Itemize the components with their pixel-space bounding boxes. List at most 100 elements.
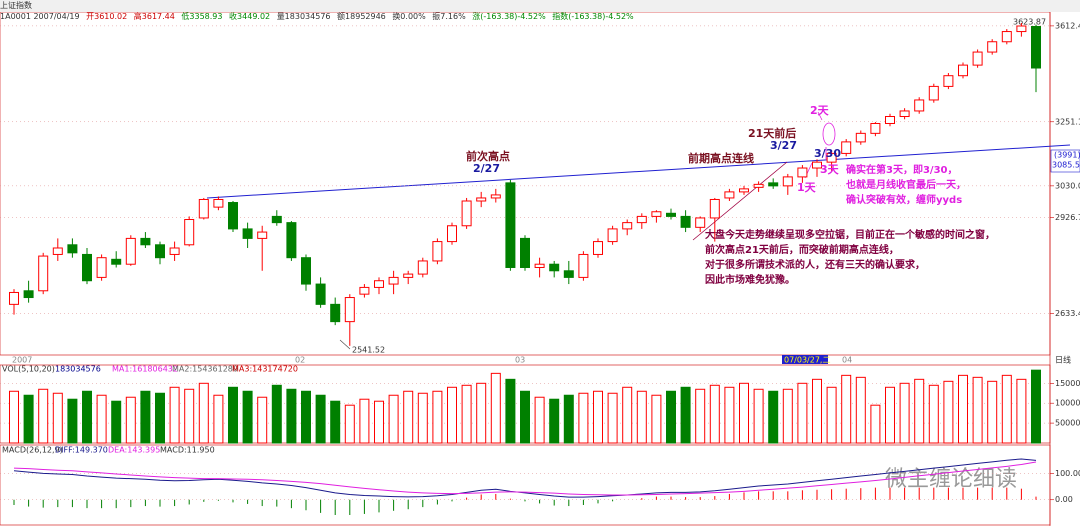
volume-bar — [38, 388, 49, 444]
candle-body — [768, 182, 779, 187]
volume-bar — [198, 382, 209, 444]
volume-bar — [67, 398, 78, 444]
volume-bar — [505, 378, 516, 444]
candle-body — [213, 198, 224, 208]
annotation: 3/30 — [814, 147, 841, 160]
candle-body — [359, 286, 370, 295]
price-box — [1050, 149, 1080, 173]
volume-bar — [768, 390, 779, 444]
volume-bar — [476, 382, 487, 444]
volume-bar — [315, 394, 326, 444]
annotation: 2/27 — [473, 162, 500, 175]
candle-body — [228, 202, 238, 230]
candle-body — [301, 257, 311, 285]
volume-bar — [826, 386, 837, 444]
candle-body — [505, 182, 516, 268]
annotation: 21天前后 — [748, 127, 797, 140]
volume-bar — [885, 386, 895, 444]
volume-bar — [96, 394, 107, 444]
vol-ma: MA3:143174720 — [232, 365, 298, 374]
volume-bar — [593, 390, 603, 444]
hdr: 额18952946 — [337, 12, 386, 21]
candle-body — [636, 215, 647, 224]
hdr: 振7.16% — [432, 12, 466, 21]
candle-body — [987, 41, 998, 53]
y-tick-label: 2633.4 — [1055, 309, 1080, 318]
hdr: 高3617.44 — [133, 12, 175, 21]
candle-body — [315, 283, 326, 305]
header-title: 上证指数 — [0, 1, 32, 10]
volume-bar — [213, 394, 224, 444]
volume-bar — [184, 388, 195, 444]
pointer — [817, 111, 823, 121]
y-tick-label: 3251.1 — [1055, 117, 1080, 126]
volume-bar — [666, 390, 676, 444]
candle-body — [782, 176, 793, 187]
y-tick-label: 100.00 — [1055, 469, 1080, 478]
candle-body — [1031, 25, 1041, 69]
candle-body — [563, 270, 574, 278]
candle-body — [666, 212, 676, 217]
candle-body — [184, 219, 195, 246]
volume-bar — [622, 386, 633, 444]
candle-body — [330, 303, 341, 323]
macd-line — [13, 458, 1037, 498]
volume-bar — [1031, 369, 1041, 444]
annotation: 1天 — [797, 181, 816, 194]
volume-bar — [140, 390, 151, 444]
candle-body — [972, 51, 983, 66]
candle-body — [271, 215, 282, 224]
candle-body — [96, 257, 107, 278]
vol-last: 183034576 — [55, 365, 101, 374]
time-label: 04 — [842, 356, 852, 365]
annotation: 前次高点 — [466, 150, 510, 163]
candle-body — [958, 64, 968, 77]
vol-ma: MA2:154361280 — [172, 365, 238, 374]
period: 日线 — [1055, 355, 1071, 365]
right-label: (3991) — [1054, 151, 1080, 160]
volume-bar — [914, 378, 925, 444]
volume-bar — [301, 390, 311, 444]
volume-bar — [344, 404, 355, 444]
hdr: 量183034576 — [276, 12, 331, 21]
candle-body — [140, 237, 151, 246]
volume-bar — [257, 396, 268, 444]
candle-body — [826, 152, 837, 163]
candle-body — [899, 110, 910, 118]
volume-bar — [870, 404, 881, 444]
candle-body — [753, 183, 764, 188]
y-tick-label: 50000 — [1055, 419, 1080, 428]
volume-bar — [359, 398, 370, 444]
volume-bar — [9, 390, 19, 444]
candle-body — [680, 215, 691, 228]
candle-body — [549, 263, 560, 272]
volume-bar — [520, 390, 530, 444]
volume-bar — [739, 382, 749, 444]
candle-body — [578, 253, 589, 278]
candle-body — [111, 258, 122, 265]
volume-bar — [242, 390, 253, 444]
volume-bar — [695, 388, 706, 444]
candle-body — [490, 194, 501, 199]
y-tick-label: 3030.0 — [1055, 181, 1080, 190]
volume-bar — [330, 400, 341, 444]
high-label: 3623.87 — [1013, 18, 1046, 27]
candle-body — [928, 85, 939, 101]
volume-bar — [651, 394, 662, 444]
hdr: 涨(-163.38)-4.52% — [472, 12, 546, 21]
annotation: 因此市场难免犹豫。 — [705, 275, 795, 286]
candle-body — [432, 241, 443, 262]
volume-bar — [461, 384, 472, 444]
candle-body — [855, 132, 866, 143]
annotation: 前期高点连线 — [688, 152, 754, 165]
candle-body — [870, 122, 881, 134]
y-tick-label: 100000 — [1055, 399, 1080, 408]
volume-bar — [82, 390, 92, 444]
volume-bar — [855, 376, 866, 444]
candle-body — [797, 167, 808, 178]
volume-bar — [417, 392, 428, 444]
volume-bar — [987, 380, 998, 444]
volume-bar — [111, 400, 122, 444]
candle-body — [607, 228, 618, 243]
candle-body — [812, 161, 822, 169]
